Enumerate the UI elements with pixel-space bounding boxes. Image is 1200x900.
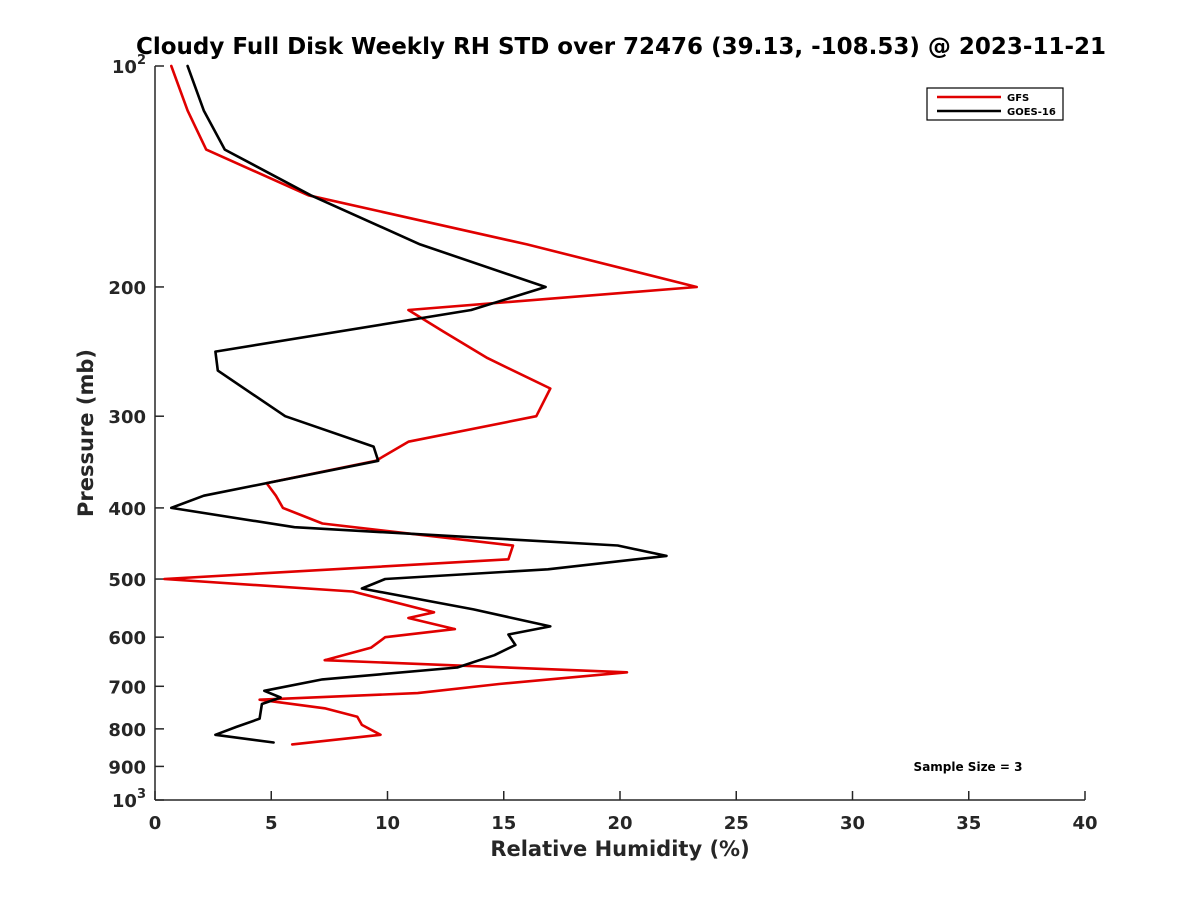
x-tick-label: 10 [375, 813, 400, 834]
x-tick-label: 5 [265, 813, 278, 834]
x-tick-label: 20 [607, 813, 632, 834]
x-tick-label: 35 [956, 813, 981, 834]
y-tick-label: 600 [108, 628, 146, 649]
y-tick-label: 700 [108, 677, 146, 698]
series-line-goes16 [170, 64, 668, 744]
legend: GFS GOES-16 [926, 87, 1064, 121]
series-line-gfs [163, 64, 699, 746]
y-tick-label: 900 [108, 757, 146, 778]
y-axis-label: Pressure (mb) [74, 349, 98, 517]
sample-size-annotation: Sample Size = 3 [914, 760, 1023, 774]
plot-area [154, 66, 1085, 801]
legend-label-goes16: GOES-16 [1007, 107, 1056, 118]
y-tick-label: 200 [108, 278, 146, 299]
y-tick-label: 800 [108, 720, 146, 741]
chart-title: Cloudy Full Disk Weekly RH STD over 7247… [136, 34, 1106, 60]
y-tick-label: 300 [108, 407, 146, 428]
y-tick-label: 500 [108, 570, 146, 591]
x-axis-label: Relative Humidity (%) [490, 837, 749, 861]
x-tick-label: 0 [149, 813, 162, 834]
x-tick-label: 30 [840, 813, 865, 834]
x-tick-label: 25 [724, 813, 749, 834]
y-tick-label: 400 [108, 499, 146, 520]
x-ticks: 0 5 10 15 20 25 30 35 40 [149, 791, 1098, 834]
y-tick-label: 102 [112, 53, 146, 78]
series-lines [163, 64, 699, 746]
y-ticks: 102 200 300 400 500 600 700 800 900 103 [108, 53, 164, 812]
x-tick-label: 40 [1072, 813, 1097, 834]
y-tick-label: 103 [112, 787, 146, 812]
legend-box [926, 87, 1064, 121]
x-tick-label: 15 [491, 813, 516, 834]
legend-label-gfs: GFS [1007, 93, 1029, 104]
